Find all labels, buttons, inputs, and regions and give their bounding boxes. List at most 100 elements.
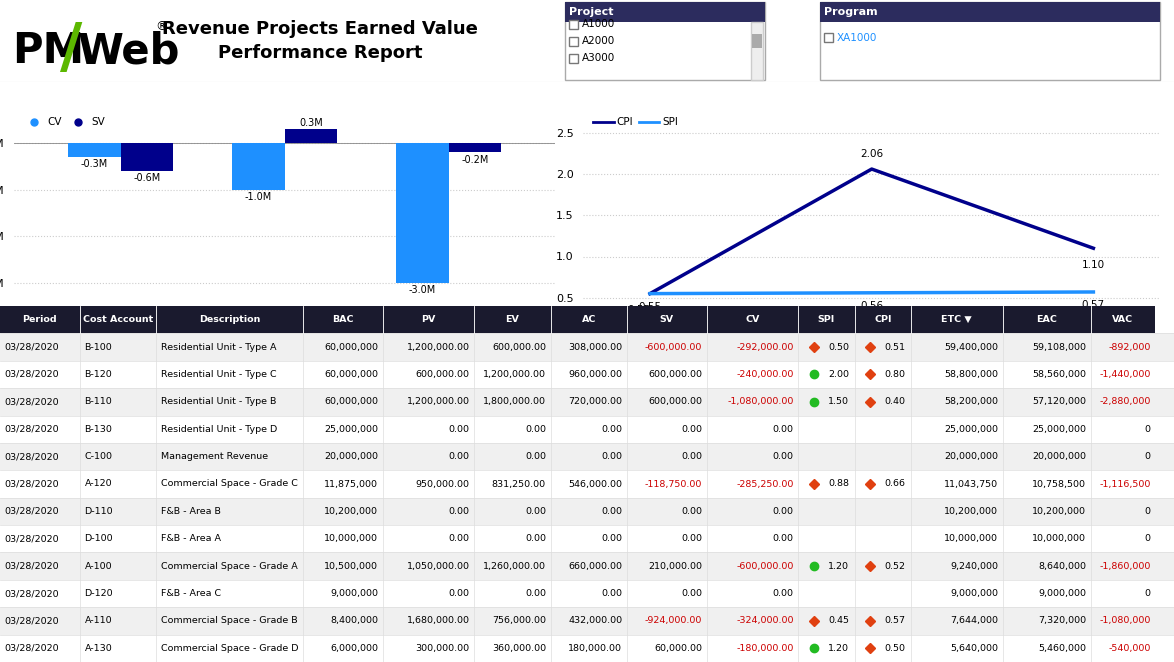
Text: 600,000.00: 600,000.00: [492, 342, 546, 352]
Text: 9,240,000: 9,240,000: [950, 561, 998, 571]
Text: 0.00: 0.00: [448, 534, 470, 544]
Text: 10,000,000: 10,000,000: [1032, 534, 1086, 544]
Text: 03/28/2020: 03/28/2020: [5, 342, 60, 352]
Text: 59,108,000: 59,108,000: [1032, 342, 1086, 352]
Bar: [751, 22, 763, 80]
Bar: [0, 635, 1174, 662]
Legend: CPI, SPI: CPI, SPI: [588, 113, 682, 132]
Bar: [396, 143, 448, 283]
Bar: [0, 580, 1174, 607]
Text: 1.20: 1.20: [829, 644, 850, 653]
Bar: [0, 498, 1174, 525]
Text: -0.3M: -0.3M: [81, 160, 108, 169]
Text: 0: 0: [1145, 534, 1151, 544]
Text: 2.00: 2.00: [829, 370, 850, 379]
Text: 9,000,000: 9,000,000: [950, 589, 998, 598]
Text: 0.55: 0.55: [627, 305, 650, 315]
Text: 58,200,000: 58,200,000: [944, 397, 998, 406]
Bar: [0, 525, 1174, 553]
Text: Residential Unit - Type B: Residential Unit - Type B: [161, 397, 276, 406]
Text: Residential Unit - Type A: Residential Unit - Type A: [161, 342, 276, 352]
Text: F&B - Area C: F&B - Area C: [161, 589, 221, 598]
Bar: [285, 129, 337, 143]
Text: Period: Period: [22, 315, 58, 324]
Text: 0.00: 0.00: [772, 452, 794, 461]
Text: -892,000: -892,000: [1108, 342, 1151, 352]
Text: CV and SV by Month: CV and SV by Month: [214, 89, 356, 101]
Text: 0.56: 0.56: [861, 301, 883, 311]
Text: -1,080,000.00: -1,080,000.00: [727, 397, 794, 406]
Bar: [0, 553, 1174, 580]
Text: /: /: [60, 20, 82, 79]
Text: 0.50: 0.50: [829, 342, 850, 352]
Text: D-120: D-120: [85, 589, 113, 598]
Text: 0.00: 0.00: [448, 507, 470, 516]
Bar: [156, 306, 303, 334]
Text: 1,800,000.00: 1,800,000.00: [483, 397, 546, 406]
Text: -540,000: -540,000: [1108, 644, 1151, 653]
Text: -180,000.00: -180,000.00: [736, 644, 794, 653]
Text: 10,200,000: 10,200,000: [1032, 507, 1086, 516]
Text: 0: 0: [1145, 589, 1151, 598]
Text: -324,000.00: -324,000.00: [736, 616, 794, 626]
Bar: [474, 306, 551, 334]
Text: 0.57: 0.57: [1081, 301, 1105, 310]
Text: 10,200,000: 10,200,000: [944, 507, 998, 516]
Text: 10,200,000: 10,200,000: [324, 507, 378, 516]
Text: 360,000.00: 360,000.00: [492, 644, 546, 653]
Text: 03/28/2020: 03/28/2020: [5, 616, 60, 626]
Text: 1,050,000.00: 1,050,000.00: [406, 561, 470, 571]
Text: 5,460,000: 5,460,000: [1038, 644, 1086, 653]
Bar: [1003, 306, 1091, 334]
Text: Management Revenue: Management Revenue: [161, 452, 268, 461]
Bar: [569, 20, 578, 29]
Text: 20,000,000: 20,000,000: [1032, 452, 1086, 461]
Text: 0.00: 0.00: [525, 589, 546, 598]
Text: -1,440,000: -1,440,000: [1099, 370, 1151, 379]
Text: ETC ▼: ETC ▼: [942, 315, 972, 324]
Text: Residential Unit - Type C: Residential Unit - Type C: [161, 370, 276, 379]
Bar: [303, 306, 383, 334]
Text: 60,000,000: 60,000,000: [324, 397, 378, 406]
Bar: [0, 607, 1174, 635]
Text: 308,000.00: 308,000.00: [568, 342, 622, 352]
Text: 9,000,000: 9,000,000: [330, 589, 378, 598]
Text: 0.00: 0.00: [448, 452, 470, 461]
Bar: [0, 388, 1174, 416]
Text: 0.50: 0.50: [885, 644, 906, 653]
Text: 831,250.00: 831,250.00: [492, 479, 546, 489]
Text: 03/28/2020: 03/28/2020: [5, 534, 60, 544]
Text: Revenue Projects Earned Value
Performance Report: Revenue Projects Earned Value Performanc…: [162, 20, 478, 62]
Text: BAC: BAC: [332, 315, 353, 324]
Text: 0.00: 0.00: [601, 507, 622, 516]
Bar: [232, 143, 285, 189]
Text: 0.00: 0.00: [601, 589, 622, 598]
Text: 0.00: 0.00: [525, 425, 546, 434]
Text: 03/28/2020: 03/28/2020: [5, 589, 60, 598]
Text: -1,116,500: -1,116,500: [1099, 479, 1151, 489]
Text: 0.00: 0.00: [681, 507, 702, 516]
Text: 0.00: 0.00: [681, 534, 702, 544]
Text: 950,000.00: 950,000.00: [416, 479, 470, 489]
Text: 1,200,000.00: 1,200,000.00: [483, 370, 546, 379]
Text: A-100: A-100: [85, 561, 113, 571]
Bar: [819, 2, 1160, 22]
Bar: [0, 361, 1174, 388]
Text: A2000: A2000: [582, 36, 615, 46]
Text: 0.00: 0.00: [525, 534, 546, 544]
Text: F&B - Area A: F&B - Area A: [161, 534, 221, 544]
Bar: [569, 54, 578, 63]
Text: SV: SV: [660, 315, 674, 324]
Text: 58,560,000: 58,560,000: [1032, 370, 1086, 379]
Text: 0.55: 0.55: [639, 302, 662, 312]
Text: -1.0M: -1.0M: [245, 192, 272, 202]
Text: A-110: A-110: [85, 616, 113, 626]
Text: 600,000.00: 600,000.00: [648, 397, 702, 406]
Text: 60,000,000: 60,000,000: [324, 342, 378, 352]
Text: A1000: A1000: [582, 19, 615, 29]
Text: 10,758,500: 10,758,500: [1032, 479, 1086, 489]
Text: 20,000,000: 20,000,000: [944, 452, 998, 461]
Text: 60,000.00: 60,000.00: [654, 644, 702, 653]
Text: 0: 0: [1145, 507, 1151, 516]
Text: 0.80: 0.80: [885, 370, 906, 379]
